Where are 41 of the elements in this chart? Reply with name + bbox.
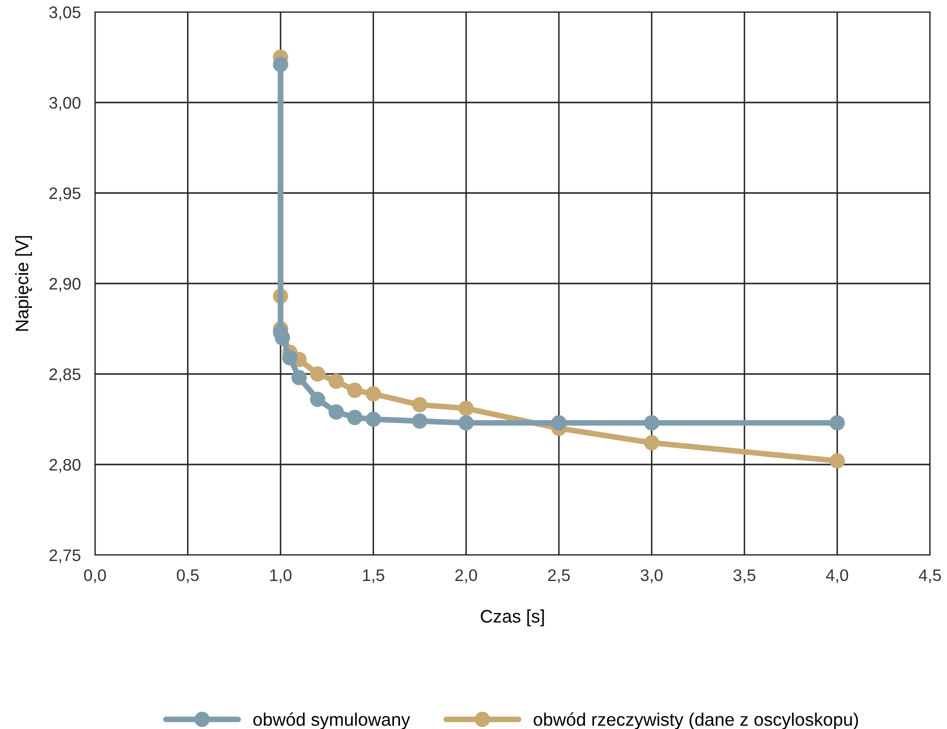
point bbox=[644, 435, 660, 450]
x-axis-title: Czas [s] bbox=[480, 609, 544, 626]
point bbox=[347, 382, 362, 398]
x-tick-label: 0,5 bbox=[176, 569, 199, 584]
x-tick-label: 3,5 bbox=[733, 569, 756, 584]
x-tick-label: 3,0 bbox=[640, 569, 663, 584]
point bbox=[291, 370, 307, 386]
x-tick-label: 1,0 bbox=[270, 569, 292, 584]
point bbox=[412, 397, 428, 412]
point bbox=[458, 400, 474, 416]
point bbox=[272, 56, 288, 72]
point bbox=[328, 404, 344, 420]
legend-label: obwód symulowany bbox=[253, 712, 410, 729]
point bbox=[310, 392, 326, 407]
point bbox=[830, 415, 845, 431]
point bbox=[282, 350, 298, 366]
legend-label: obwód rzeczywisty (dane z oscyloskopu) bbox=[534, 712, 858, 729]
point bbox=[458, 415, 474, 431]
point bbox=[310, 366, 326, 382]
point bbox=[347, 410, 362, 426]
y-tick-label: 2,95 bbox=[50, 187, 80, 202]
x-tick-label: 4,5 bbox=[918, 570, 941, 584]
point bbox=[551, 415, 567, 431]
point bbox=[328, 374, 344, 389]
y-tick-label: 3,05 bbox=[49, 6, 80, 20]
point bbox=[644, 415, 660, 431]
point bbox=[412, 413, 428, 429]
point bbox=[366, 386, 381, 402]
y-axis-title: Napięcie [V] bbox=[15, 236, 32, 331]
y-tick-label: 2,75 bbox=[50, 549, 80, 564]
y-tick-label: 2,80 bbox=[50, 458, 80, 473]
y-tick-label: 3,00 bbox=[49, 96, 80, 111]
x-tick-label: 1,5 bbox=[363, 570, 384, 584]
x-tick-label: 2,5 bbox=[548, 569, 570, 584]
x-tick-label: 2,0 bbox=[455, 569, 478, 584]
y-tick-label: 2,90 bbox=[50, 278, 80, 292]
y-tick-label: 2,85 bbox=[50, 368, 80, 382]
x-tick-label: 4,0 bbox=[826, 569, 848, 584]
x-tick-label: 0,0 bbox=[84, 569, 106, 584]
point bbox=[830, 453, 845, 469]
point bbox=[366, 412, 381, 427]
